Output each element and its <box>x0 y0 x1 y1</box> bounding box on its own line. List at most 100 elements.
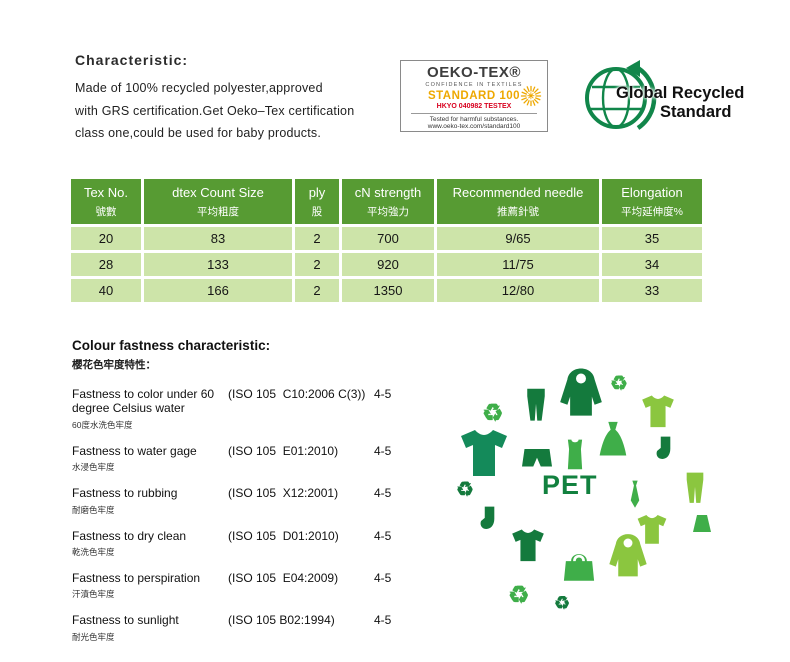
cell: 33 <box>602 279 702 302</box>
hoodie-icon <box>609 534 647 577</box>
tie-icon <box>630 480 640 508</box>
characteristic-line: with GRS certification.Get Oeko–Tex cert… <box>75 103 355 118</box>
table-row: 28 133 2 920 11/75 34 <box>71 253 702 276</box>
recycle-icon: ♻ <box>456 479 474 501</box>
cell: 166 <box>144 279 292 302</box>
pants-icon <box>686 472 704 503</box>
fastness-name-block: Fastness to sunlight 耐光色牢度 <box>72 613 228 642</box>
pants-icon <box>527 388 545 421</box>
fastness-name-zh: 汗漬色牢度 <box>72 589 115 600</box>
fastness-name: Fastness to dry clean <box>72 528 187 543</box>
fastness-name: Fastness to color under 60 degree Celsiu… <box>72 387 215 416</box>
fastness-list: Fastness to color under 60 degree Celsiu… <box>72 387 432 643</box>
fastness-name-block: Fastness to color under 60 degree Celsiu… <box>72 387 228 431</box>
pet-recycle-graphic: ♻ ♻ ♻ PET ♻ ♻ <box>450 362 735 634</box>
grs-logo: Global Recycled Standard <box>578 56 748 140</box>
fastness-iso: (ISO 105 B02:1994) <box>228 613 335 628</box>
cell: 2 <box>295 279 339 302</box>
table-row: 20 83 2 700 9/65 35 <box>71 227 702 250</box>
cell: 11/75 <box>437 253 599 276</box>
sock-icon <box>480 506 495 529</box>
col-header-needle: Recommended needle 推薦針號 <box>437 179 599 224</box>
recycle-icon: ♻ <box>482 400 504 427</box>
fastness-name-block: Fastness to perspiration 汗漬色牢度 <box>72 571 228 600</box>
fastness-subtitle: 櫻花色牢度特性： <box>72 359 156 371</box>
table-header-row: Tex No. 號數 dtex Count Size 平均粗度 ply 股 cN st… <box>71 179 702 224</box>
fastness-name-zh: 60度水洗色牢度 <box>72 419 133 430</box>
grs-text: Global Recycled Standard <box>616 84 744 122</box>
col-header-elongation: Elongation 平均延伸度% <box>602 179 702 224</box>
characteristic-section: Characteristic: Made of 100% recycled po… <box>75 52 375 145</box>
hoodie-icon <box>560 368 602 416</box>
recycle-icon: ♻ <box>508 582 530 609</box>
cell: 133 <box>144 253 292 276</box>
cell: 2 <box>295 227 339 250</box>
cell: 83 <box>144 227 292 250</box>
col-header-ply: ply 股 <box>295 179 339 224</box>
fastness-item: Fastness to rubbing 耐磨色牢度 (ISO 105 X12:2… <box>72 486 432 515</box>
oeko-tested-text: Tested for harmful substances. <box>429 116 519 123</box>
bag-icon <box>563 554 595 581</box>
characteristic-line: class one,could be used for baby product… <box>75 126 322 140</box>
cell: 700 <box>342 227 434 250</box>
fastness-item: Fastness to perspiration 汗漬色牢度 (ISO 105 … <box>72 571 432 600</box>
col-header-tex-no: Tex No. 號數 <box>71 179 141 224</box>
fastness-rating: 4-5 <box>374 387 392 401</box>
cell: 35 <box>602 227 702 250</box>
fastness-name-block: Fastness to rubbing 耐磨色牢度 <box>72 486 228 515</box>
cell: 2 <box>295 253 339 276</box>
recycle-icon: ♻ <box>610 373 628 395</box>
cell: 28 <box>71 253 141 276</box>
pet-label: PET <box>542 470 598 500</box>
characteristic-title: Characteristic: <box>75 52 189 68</box>
spec-table: Tex No. 號數 dtex Count Size 平均粗度 ply 股 cN st… <box>68 176 705 305</box>
fastness-name-zh: 水浸色牢度 <box>72 462 115 473</box>
skirt-icon <box>693 515 711 532</box>
fastness-iso: (ISO 105 E01:2010) <box>228 443 339 458</box>
fastness-name-zh: 乾洗色牢度 <box>72 546 115 557</box>
sunburst-icon: ✳ <box>520 85 542 107</box>
cell: 20 <box>71 227 141 250</box>
oeko-brand: OEKO-TEX® <box>427 64 521 81</box>
tshirt-icon <box>642 395 674 428</box>
fastness-title: Colour fastness characteristic: <box>72 338 271 353</box>
fastness-name-zh: 耐光色牢度 <box>72 631 115 642</box>
col-header-strength: cN strength 平均強力 <box>342 179 434 224</box>
fastness-iso: (ISO 105 D01:2010) <box>228 528 339 543</box>
sock-icon <box>656 436 671 459</box>
cell: 40 <box>71 279 141 302</box>
recycle-icon: ♻ <box>554 593 571 613</box>
fastness-item: Fastness to water gage 水浸色牢度 (ISO 105 E0… <box>72 444 432 473</box>
fastness-item: Fastness to dry clean 乾洗色牢度 (ISO 105 D01… <box>72 529 432 558</box>
tshirt-icon <box>637 515 667 544</box>
oeko-tex-label: OEKO-TEX® CONFIDENCE IN TEXTILES STANDAR… <box>400 60 548 132</box>
fastness-rating: 4-5 <box>374 443 392 458</box>
fastness-name: Fastness to water gage <box>72 443 197 458</box>
oeko-tagline: CONFIDENCE IN TEXTILES <box>425 82 523 88</box>
fastness-iso: (ISO 105 E04:2009) <box>228 570 339 585</box>
fastness-iso: (ISO 105 X12:2001) <box>228 486 339 501</box>
fastness-iso: (ISO 105 C10:2006 C(3)) <box>228 387 366 401</box>
grs-line-1: Global Recycled <box>616 84 745 102</box>
fastness-rating: 4-5 <box>374 486 392 501</box>
cell: 1350 <box>342 279 434 302</box>
fastness-item: Fastness to color under 60 degree Celsiu… <box>72 387 432 431</box>
cell: 920 <box>342 253 434 276</box>
shorts-icon <box>522 449 552 467</box>
fastness-name-block: Fastness to dry clean 乾洗色牢度 <box>72 529 228 558</box>
dress-icon <box>599 421 627 456</box>
fastness-name: Fastness to rubbing <box>72 486 178 501</box>
fastness-name-block: Fastness to water gage 水浸色牢度 <box>72 444 228 473</box>
fastness-rating: 4-5 <box>374 570 392 585</box>
cell: 12/80 <box>437 279 599 302</box>
col-header-dtex: dtex Count Size 平均粗度 <box>144 179 292 224</box>
fastness-name-zh: 耐磨色牢度 <box>72 504 115 515</box>
cell: 9/65 <box>437 227 599 250</box>
fastness-rating: 4-5 <box>374 528 392 543</box>
fastness-rating: 4-5 <box>374 613 392 628</box>
characteristic-line: Made of 100% recycled polyester,approved <box>75 81 323 95</box>
tank-top-icon <box>567 439 583 470</box>
svg-text:✳: ✳ <box>527 91 535 101</box>
globe-icon <box>585 60 657 130</box>
